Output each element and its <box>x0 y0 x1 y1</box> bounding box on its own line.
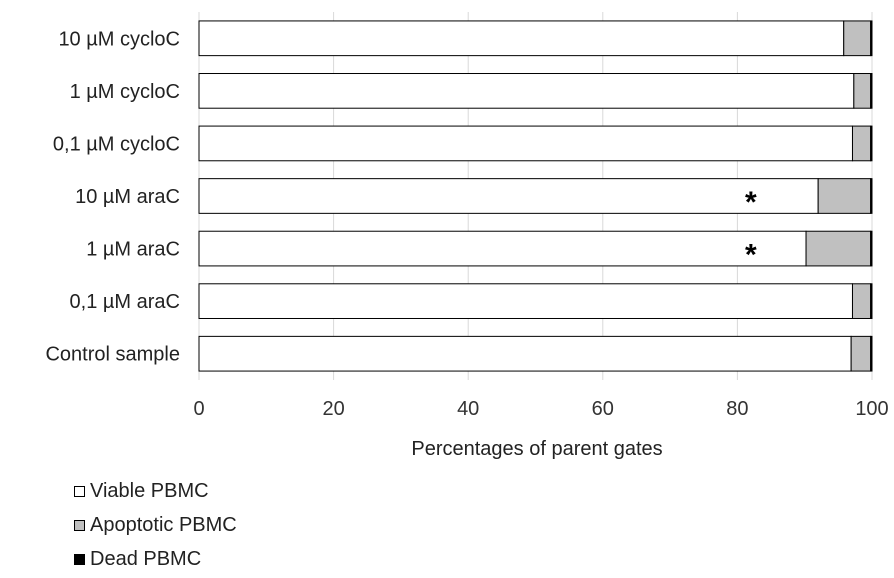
category-label-1: 1 µM cycloC <box>70 81 180 103</box>
bar-3-series-0 <box>198 178 819 214</box>
legend-label-dead: Dead PBMC <box>90 547 202 570</box>
legend-swatch-apoptotic <box>74 519 85 531</box>
category-label-0: 10 µM cycloC <box>58 28 180 50</box>
bar-2-series-0 <box>198 125 853 162</box>
bar-6-series-0 <box>198 335 852 372</box>
legend-item-apoptotic: Apoptotic PBMC <box>74 508 237 542</box>
x-tick-labels: 0 20 40 60 80 100 <box>193 398 888 420</box>
x-tick-label-100: 100 <box>855 398 888 420</box>
legend-swatch-dead <box>74 553 85 565</box>
bar-1-series-2 <box>870 73 873 109</box>
bar-3-series-1 <box>817 178 872 214</box>
annotations: ** <box>745 186 757 272</box>
category-label-4: 1 µM araC <box>86 239 180 261</box>
bar-0-series-1 <box>843 20 872 57</box>
category-label-5: 0,1 µM araC <box>70 291 180 313</box>
category-labels: 10 µM cycloC 1 µM cycloC 0,1 µM cycloC 10 µ… <box>45 28 180 365</box>
bar-3-series-2 <box>870 178 873 214</box>
bar-4-series-1 <box>805 230 872 267</box>
bar-4-series-2 <box>870 230 873 267</box>
category-label-6: Control sample <box>45 344 180 366</box>
bar-2-series-2 <box>870 125 873 162</box>
category-label-3: 10 µM araC <box>75 186 180 208</box>
significance-marker-0: * <box>745 186 757 219</box>
bar-0-series-0 <box>198 20 845 57</box>
bar-5-series-2 <box>870 283 873 319</box>
significance-marker-1: * <box>745 239 757 272</box>
bar-2-series-1 <box>851 125 872 162</box>
legend-label-apoptotic: Apoptotic PBMC <box>90 513 237 536</box>
category-label-2: 0,1 µM cycloC <box>53 133 180 155</box>
bar-1-series-1 <box>853 73 872 109</box>
bar-0-series-2 <box>870 20 873 57</box>
x-axis-label: Percentages of parent gates <box>411 438 662 460</box>
x-tick-label-60: 60 <box>592 398 614 420</box>
legend-label-viable: Viable PBMC <box>90 479 209 502</box>
bar-5-series-1 <box>851 283 872 319</box>
legend-swatch-viable <box>74 485 85 497</box>
x-tick-label-40: 40 <box>457 398 479 420</box>
bar-1-series-0 <box>198 73 855 109</box>
x-tick-label-80: 80 <box>726 398 748 420</box>
legend-item-dead: Dead PBMC <box>74 542 237 576</box>
bar-6-series-2 <box>870 335 873 372</box>
bar-4-series-0 <box>198 230 807 267</box>
bar-5-series-0 <box>198 283 853 319</box>
x-tick-label-0: 0 <box>193 398 204 420</box>
bars <box>198 20 873 372</box>
x-tick-label-20: 20 <box>322 398 344 420</box>
legend: Viable PBMC Apoptotic PBMC Dead PBMC <box>74 474 237 576</box>
bar-6-series-1 <box>850 335 872 372</box>
legend-item-viable: Viable PBMC <box>74 474 237 508</box>
